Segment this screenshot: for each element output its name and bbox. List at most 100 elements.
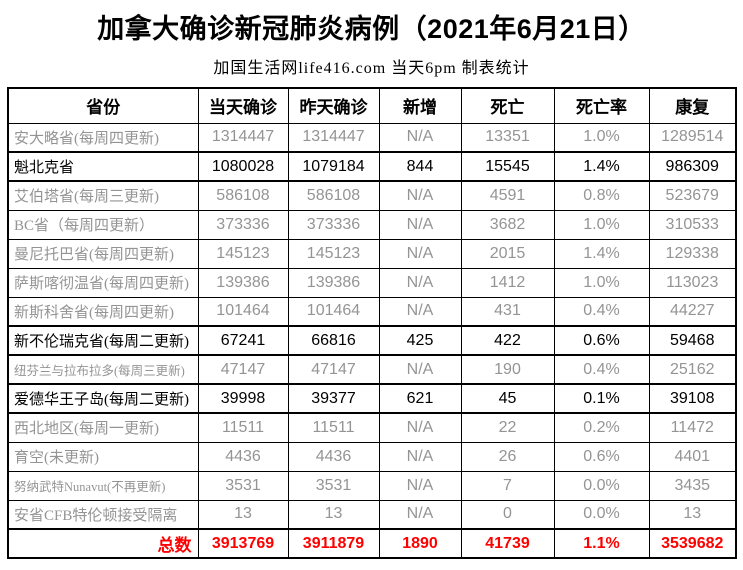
- province-name-cell: 安大略省(每周四更新): [7, 122, 199, 153]
- province-row: 安大略省(每周四更新) 1314447 1314447 N/A 13351 1.0% 128…: [7, 122, 737, 153]
- province-name-cell: 萨斯喀彻温省(每周四更新): [7, 267, 199, 298]
- deaths-cell: 7: [460, 470, 555, 501]
- new-cell: N/A: [378, 412, 462, 443]
- province-name-cell: 育空(未更新): [7, 441, 199, 472]
- province-name-cell: BC省（每周四更新）: [7, 209, 199, 240]
- yesterday-cell: 47147: [287, 354, 380, 385]
- deaths-cell: 2015: [460, 238, 555, 269]
- column-header: 康复: [648, 87, 737, 124]
- province-name-cell: 爱德华王子岛(每周二更新): [7, 383, 199, 414]
- recovered-cell: 986309: [648, 151, 737, 182]
- column-header: 当天确诊: [197, 87, 289, 124]
- covid-stats-table: 省份 当天确诊 昨天确诊 新增 死亡 死亡率 康复 安大略省(每周四更新) 1314447 13…: [7, 87, 737, 559]
- deaths-cell: 15545: [460, 151, 555, 182]
- today-cell: 39998: [197, 383, 289, 414]
- today-cell: 47147: [197, 354, 289, 385]
- new-cell: N/A: [378, 122, 462, 153]
- rate-cell: 0.4%: [553, 296, 650, 327]
- today-cell: 3913769: [197, 528, 289, 559]
- rate-cell: 0.4%: [553, 354, 650, 385]
- recovered-cell: 113023: [648, 267, 737, 298]
- province-row: 曼尼托巴省(每周四更新) 145123 145123 N/A 2015 1.4% 12933…: [7, 238, 737, 269]
- recovered-cell: 59468: [648, 325, 737, 356]
- province-row: 育空(未更新) 4436 4436 N/A 26 0.6% 4401: [7, 441, 737, 472]
- deaths-cell: 13351: [460, 122, 555, 153]
- today-cell: 4436: [197, 441, 289, 472]
- new-cell: N/A: [378, 267, 462, 298]
- recovered-cell: 25162: [648, 354, 737, 385]
- new-cell: N/A: [378, 209, 462, 240]
- column-header: 省份: [7, 87, 199, 124]
- recovered-cell: 129338: [648, 238, 737, 269]
- rate-cell: 0.6%: [553, 441, 650, 472]
- recovered-cell: 39108: [648, 383, 737, 414]
- rate-cell: 0.8%: [553, 180, 650, 211]
- today-cell: 139386: [197, 267, 289, 298]
- province-name-cell: 新斯科舍省(每周四更新): [7, 296, 199, 327]
- new-cell: N/A: [378, 354, 462, 385]
- new-cell: N/A: [378, 180, 462, 211]
- page-title: 加拿大确诊新冠肺炎病例（2021年6月21日）: [97, 14, 646, 44]
- recovered-cell: 1289514: [648, 122, 737, 153]
- yesterday-cell: 3531: [287, 470, 380, 501]
- rate-cell: 0.0%: [553, 499, 650, 530]
- province-row: 新斯科舍省(每周四更新) 101464 101464 N/A 431 0.4% 44227: [7, 296, 737, 327]
- today-cell: 101464: [197, 296, 289, 327]
- province-row: 爱德华王子岛(每周二更新) 39998 39377 621 45 0.1% 39108: [7, 383, 737, 414]
- recovered-cell: 3435: [648, 470, 737, 501]
- province-row: BC省（每周四更新） 373336 373336 N/A 3682 1.0% 310533: [7, 209, 737, 240]
- new-cell: 844: [378, 151, 462, 182]
- rate-cell: 1.0%: [553, 209, 650, 240]
- deaths-cell: 41739: [460, 528, 555, 559]
- province-name-cell: 魁北克省: [7, 151, 199, 182]
- recovered-cell: 310533: [648, 209, 737, 240]
- today-cell: 586108: [197, 180, 289, 211]
- province-name-cell: 纽芬兰与拉布拉多(每周三更新): [7, 354, 199, 385]
- province-row: 安省CFB特伦顿接受隔离 13 13 N/A 0 0.0% 13: [7, 499, 737, 530]
- rate-cell: 0.0%: [553, 470, 650, 501]
- new-cell: N/A: [378, 441, 462, 472]
- rate-cell: 1.0%: [553, 267, 650, 298]
- new-cell: N/A: [378, 238, 462, 269]
- deaths-cell: 431: [460, 296, 555, 327]
- deaths-cell: 4591: [460, 180, 555, 211]
- table-body: 安大略省(每周四更新) 1314447 1314447 N/A 13351 1.0% 128…: [7, 122, 737, 559]
- yesterday-cell: 1079184: [287, 151, 380, 182]
- rate-cell: 0.1%: [553, 383, 650, 414]
- province-row: 纽芬兰与拉布拉多(每周三更新) 47147 47147 N/A 190 0.4% 25162: [7, 354, 737, 385]
- column-header: 昨天确诊: [287, 87, 380, 124]
- new-cell: 1890: [378, 528, 462, 559]
- province-name-cell: 总数: [7, 528, 199, 559]
- rate-cell: 1.1%: [553, 528, 650, 559]
- yesterday-cell: 145123: [287, 238, 380, 269]
- recovered-cell: 44227: [648, 296, 737, 327]
- deaths-cell: 3682: [460, 209, 555, 240]
- today-cell: 1314447: [197, 122, 289, 153]
- recovered-cell: 13: [648, 499, 737, 530]
- deaths-cell: 45: [460, 383, 555, 414]
- today-cell: 1080028: [197, 151, 289, 182]
- yesterday-cell: 39377: [287, 383, 380, 414]
- rate-cell: 1.0%: [553, 122, 650, 153]
- province-row: 努纳武特Nunavut(不再更新) 3531 3531 N/A 7 0.0% 3435: [7, 470, 737, 501]
- today-cell: 145123: [197, 238, 289, 269]
- deaths-cell: 1412: [460, 267, 555, 298]
- recovered-cell: 4401: [648, 441, 737, 472]
- new-cell: N/A: [378, 296, 462, 327]
- deaths-cell: 190: [460, 354, 555, 385]
- new-cell: N/A: [378, 470, 462, 501]
- total-row: 总数 3913769 3911879 1890 41739 1.1% 3539682: [7, 528, 737, 559]
- yesterday-cell: 13: [287, 499, 380, 530]
- recovered-cell: 523679: [648, 180, 737, 211]
- rate-cell: 0.6%: [553, 325, 650, 356]
- yesterday-cell: 1314447: [287, 122, 380, 153]
- new-cell: 621: [378, 383, 462, 414]
- column-header: 死亡: [460, 87, 555, 124]
- yesterday-cell: 4436: [287, 441, 380, 472]
- yesterday-cell: 139386: [287, 267, 380, 298]
- rate-cell: 1.4%: [553, 238, 650, 269]
- rate-cell: 0.2%: [553, 412, 650, 443]
- yesterday-cell: 373336: [287, 209, 380, 240]
- province-row: 艾伯塔省(每周三更新) 586108 586108 N/A 4591 0.8% 523679: [7, 180, 737, 211]
